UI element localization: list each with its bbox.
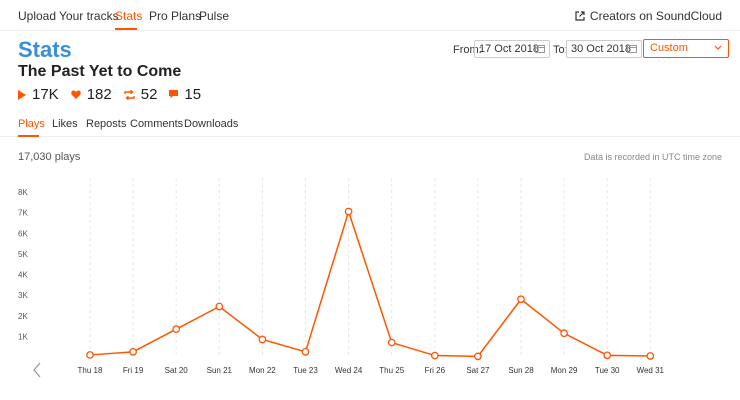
nav-pro-plans[interactable]: Pro Plans xyxy=(149,9,202,23)
to-label: To: xyxy=(553,44,568,56)
data-point xyxy=(344,207,353,216)
x-tick-label: Tue 23 xyxy=(293,366,318,375)
from-date-field[interactable]: 17 Oct 2018 xyxy=(474,40,550,58)
to-date-value[interactable]: 30 Oct 2018 xyxy=(571,43,631,55)
x-tick-label: Sat 27 xyxy=(466,366,490,375)
x-tick-label: Mon 29 xyxy=(551,366,578,375)
data-point xyxy=(387,338,396,347)
x-tick-label: Mon 22 xyxy=(249,366,276,375)
x-tick-label: Wed 31 xyxy=(637,366,665,375)
range-preset-value[interactable]: Custom xyxy=(650,42,688,54)
data-point xyxy=(430,351,439,360)
tab-plays[interactable]: Plays xyxy=(18,118,45,130)
likes-metric: 182 xyxy=(70,86,112,103)
x-tick-label: Fri 19 xyxy=(123,366,144,375)
from-date-value[interactable]: 17 Oct 2018 xyxy=(479,43,539,55)
tab-active-indicator xyxy=(18,135,39,137)
stats-tabs: Plays Likes Reposts Comments Downloads xyxy=(0,110,740,137)
chevron-down-icon xyxy=(714,45,722,50)
data-point xyxy=(603,351,612,360)
data-point xyxy=(129,347,137,356)
range-preset-select[interactable]: Custom xyxy=(643,39,729,58)
data-point xyxy=(172,325,181,334)
tab-likes[interactable]: Likes xyxy=(52,118,78,130)
nav-stats[interactable]: Stats xyxy=(115,9,143,23)
y-tick-label: 1K xyxy=(18,332,28,341)
creators-link[interactable]: Creators on SoundCloud xyxy=(575,9,722,23)
total-plays: 17,030 plays xyxy=(18,151,81,163)
y-tick-label: 7K xyxy=(18,209,28,218)
x-tick-label: Sun 28 xyxy=(508,366,534,375)
nav-upload[interactable]: Upload xyxy=(18,9,57,23)
nav-active-indicator xyxy=(115,28,137,30)
data-point xyxy=(215,302,224,311)
creators-label[interactable]: Creators on SoundCloud xyxy=(589,9,722,23)
data-point xyxy=(258,335,267,344)
repost-icon xyxy=(124,89,135,100)
x-tick-label: Tue 30 xyxy=(595,366,620,375)
data-point xyxy=(646,352,655,360)
data-point xyxy=(301,347,310,356)
x-tick-label: Thu 18 xyxy=(78,366,103,375)
x-tick-label: Fri 26 xyxy=(425,366,446,375)
y-tick-label: 4K xyxy=(18,271,28,280)
calendar-icon[interactable] xyxy=(627,44,637,53)
y-tick-label: 6K xyxy=(18,229,28,238)
nav-pulse[interactable]: Pulse xyxy=(199,9,230,23)
heart-icon xyxy=(70,90,81,99)
y-tick-label: 3K xyxy=(18,291,28,300)
comments-count-value: 15 xyxy=(184,86,202,103)
chevron-left-icon[interactable] xyxy=(32,362,42,378)
y-tick-label: 2K xyxy=(18,312,28,321)
x-tick-label: Wed 24 xyxy=(335,366,363,375)
data-point xyxy=(86,351,94,359)
series-line xyxy=(89,209,651,358)
utc-note: Data is recorded in UTC time zone xyxy=(583,152,722,162)
plays-chart: 1K 2K 3K 4K 5K 6K 7K 8K Thu 18 Fri 19 Sat 20 Sun 21… xyxy=(18,178,665,375)
to-date-field[interactable]: 30 Oct 2018 xyxy=(566,40,642,58)
external-link-icon xyxy=(575,11,585,21)
x-tick-label: Thu 25 xyxy=(379,366,404,375)
track-metrics: 17K 182 52 15 xyxy=(18,86,213,103)
x-tick-label: Sat 20 xyxy=(165,366,189,375)
top-nav: Upload Your tracks Stats Pro Plans Pulse… xyxy=(0,0,740,31)
plays-count-value: 17K xyxy=(32,86,59,103)
data-point xyxy=(474,352,482,361)
calendar-icon[interactable] xyxy=(535,44,545,53)
y-tick-label: 8K xyxy=(18,188,28,197)
reposts-metric: 52 xyxy=(124,86,158,103)
tab-downloads[interactable]: Downloads xyxy=(184,118,239,130)
tab-reposts[interactable]: Reposts xyxy=(86,118,127,130)
reposts-count-value: 52 xyxy=(140,86,158,103)
comment-icon xyxy=(169,90,179,99)
plays-metric: 17K xyxy=(18,86,59,103)
tab-comments[interactable]: Comments xyxy=(130,118,184,130)
data-point xyxy=(560,329,568,338)
track-title: The Past Yet to Come xyxy=(18,63,182,80)
likes-count-value: 182 xyxy=(86,86,112,103)
x-tick-label: Sun 21 xyxy=(207,366,233,375)
play-icon xyxy=(18,89,26,100)
data-point xyxy=(517,295,525,304)
y-tick-label: 5K xyxy=(18,250,28,259)
nav-your-tracks[interactable]: Your tracks xyxy=(59,9,119,23)
page-title: Stats xyxy=(18,37,72,62)
comments-metric: 15 xyxy=(169,86,201,103)
